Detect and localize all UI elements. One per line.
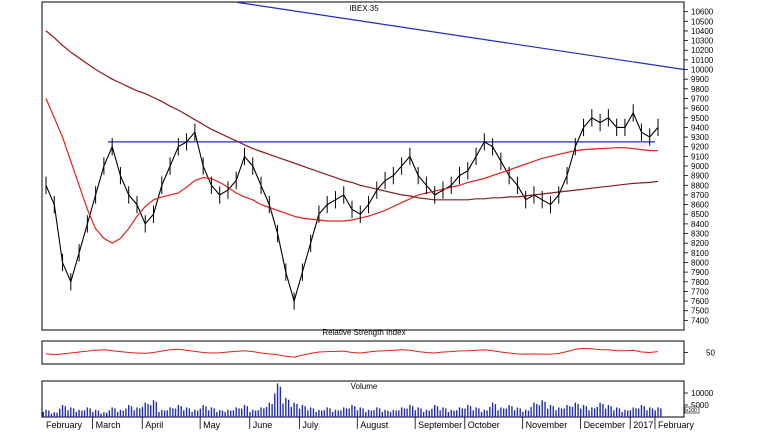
price-y-tick-label-19: 8700 bbox=[691, 191, 709, 200]
price-y-tick-label-14: 9200 bbox=[691, 143, 709, 152]
price-y-tick-label-10: 9600 bbox=[691, 104, 709, 113]
volume-unit-label: x100 bbox=[686, 408, 697, 414]
price-y-tick-label-12: 9400 bbox=[691, 123, 709, 132]
price-y-tick-label-31: 7500 bbox=[691, 307, 709, 316]
rsi-tick-label: 50 bbox=[706, 349, 715, 358]
x-tick-label-1: March bbox=[96, 420, 121, 430]
moving-average-short-line bbox=[45, 98, 658, 244]
price-y-tick-label-21: 8500 bbox=[691, 210, 709, 219]
x-tick-label-10: December bbox=[584, 420, 626, 430]
price-y-tick-label-22: 8400 bbox=[691, 220, 709, 229]
price-y-axis: 1060010500104001030010200101001000099009… bbox=[684, 8, 714, 325]
price-y-tick-label-7: 9900 bbox=[691, 75, 709, 84]
price-y-tick-label-27: 7900 bbox=[691, 268, 709, 277]
moving-average-long-line bbox=[45, 30, 659, 201]
price-y-tick-label-26: 8000 bbox=[691, 258, 709, 267]
price-y-tick-label-13: 9300 bbox=[691, 133, 709, 142]
volume-bars bbox=[42, 383, 662, 417]
chart-title: IBEX 35 bbox=[349, 4, 379, 13]
price-y-tick-label-25: 8100 bbox=[691, 249, 709, 258]
price-y-tick-label-32: 7400 bbox=[691, 316, 709, 325]
volume-y-tick-label-0: 10000 bbox=[691, 389, 714, 398]
volume-y-axis: 10000 5000 bbox=[684, 389, 714, 410]
price-y-tick-label-1: 10500 bbox=[691, 17, 714, 26]
price-lines bbox=[45, 1, 685, 310]
volume-title: Volume bbox=[351, 382, 378, 391]
x-tick-label-3: May bbox=[203, 420, 221, 430]
price-y-tick-label-3: 10300 bbox=[691, 37, 714, 46]
x-tick-label-8: October bbox=[468, 420, 500, 430]
x-tick-label-2: April bbox=[145, 420, 163, 430]
x-tick-label-4: June bbox=[253, 420, 273, 430]
price-y-tick-label-24: 8200 bbox=[691, 239, 709, 248]
rsi-line bbox=[45, 347, 659, 358]
trendline-0 bbox=[234, 1, 685, 71]
price-y-tick-label-6: 10000 bbox=[691, 66, 714, 75]
price-panel: IBEX 35 10600105001040010300102001010010… bbox=[41, 1, 714, 331]
price-y-tick-label-15: 9100 bbox=[691, 152, 709, 161]
price-y-tick-label-11: 9500 bbox=[691, 114, 709, 123]
price-y-tick-label-30: 7600 bbox=[691, 297, 709, 306]
price-y-tick-label-23: 8300 bbox=[691, 230, 709, 239]
price-y-tick-label-20: 8600 bbox=[691, 201, 709, 210]
x-tick-label-5: July bbox=[302, 420, 319, 430]
price-y-tick-label-29: 7700 bbox=[691, 287, 709, 296]
price-panel-frame bbox=[41, 1, 685, 331]
volume-panel: Volume 10000 5000 x100 bbox=[41, 380, 714, 418]
price-y-tick-label-16: 9000 bbox=[691, 162, 709, 171]
x-tick-label-9: November bbox=[526, 420, 568, 430]
rsi-title: Relative Strength Index bbox=[322, 328, 405, 337]
price-y-tick-label-9: 9700 bbox=[691, 94, 709, 103]
price-y-tick-label-17: 8900 bbox=[691, 172, 709, 181]
price-y-tick-label-4: 10200 bbox=[691, 46, 714, 55]
rsi-panel: Relative Strength Index 50 bbox=[41, 328, 715, 365]
x-tick-label-0: February bbox=[46, 420, 83, 430]
price-y-tick-label-0: 10600 bbox=[691, 8, 714, 17]
x-tick-label-11: 2017 bbox=[633, 420, 653, 430]
x-tick-label-6: August bbox=[360, 420, 389, 430]
x-axis: February March April May June July August Septe… bbox=[46, 417, 695, 430]
rsi-lines bbox=[45, 347, 688, 358]
price-y-tick-label-8: 9800 bbox=[691, 85, 709, 94]
volume-unit-box bbox=[684, 406, 700, 414]
x-tick-label-7: September bbox=[418, 420, 462, 430]
price-y-tick-label-5: 10100 bbox=[691, 56, 714, 65]
price-y-tick-label-2: 10400 bbox=[691, 27, 714, 36]
price-y-tick-label-28: 7800 bbox=[691, 278, 709, 287]
price-y-tick-label-18: 8800 bbox=[691, 181, 709, 190]
x-tick-label-12: February bbox=[658, 420, 695, 430]
volume-y-tick-label-1: 5000 bbox=[691, 401, 709, 410]
